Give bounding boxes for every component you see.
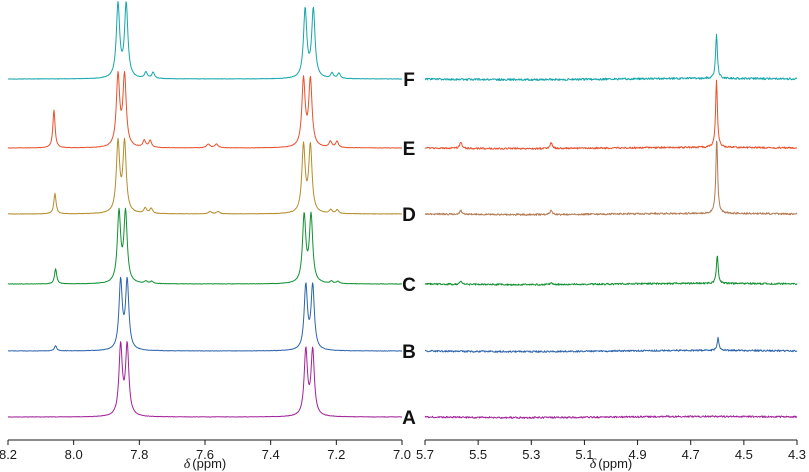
aromatic-tick-label: 8.0: [65, 447, 83, 462]
trace-label-a: A: [402, 408, 416, 429]
aromatic-tick-label: 8.2: [0, 447, 17, 462]
aromatic-trace-d: [7, 137, 403, 215]
aliphatic-tick-label: 4.5: [735, 447, 753, 462]
trace-label-b: B: [402, 342, 416, 363]
aliphatic-x-axis-title: δ (ppm): [590, 456, 632, 472]
aliphatic-trace-b: [424, 336, 798, 353]
aromatic-x-axis-title: δ (ppm): [184, 456, 226, 472]
aromatic-tick-label: 7.2: [327, 447, 345, 462]
aromatic-trace-a: [7, 341, 402, 418]
aliphatic-tick-label: 4.7: [682, 447, 700, 462]
trace-label-d: D: [402, 205, 416, 226]
aliphatic-trace-e: [424, 79, 798, 150]
aliphatic-trace-c: [424, 255, 798, 286]
trace-labels: F E D C B A: [402, 70, 416, 429]
aliphatic-trace-d: [424, 140, 798, 216]
aromatic-trace-f: [8, 0, 403, 80]
aliphatic-tick-label: 5.3: [522, 447, 540, 462]
aliphatic-trace-f: [425, 33, 798, 82]
aliphatic-tick-label: 4.9: [629, 447, 647, 462]
aromatic-trace-b: [7, 276, 403, 352]
aromatic-trace-e: [7, 71, 403, 149]
trace-label-e: E: [403, 139, 416, 160]
aliphatic-tick-label: 5.5: [469, 447, 487, 462]
aromatic-tick-label: 7.6: [196, 447, 214, 462]
aliphatic-tick-label: 5.7: [416, 447, 434, 462]
aliphatic-tick-label: 5.1: [575, 447, 593, 462]
aromatic-trace-c: [7, 207, 403, 285]
aliphatic-trace-a: [424, 415, 798, 419]
aliphatic-panel: 5.7 5.5 5.3 5.1 4.9 4.7 4.5 4.3 δ (ppm): [416, 33, 806, 472]
trace-label-f: F: [403, 70, 415, 91]
aliphatic-tick-label: 4.3: [788, 447, 806, 462]
trace-label-c: C: [402, 275, 416, 296]
aromatic-tick-label: 7.4: [262, 447, 280, 462]
aromatic-tick-label: 7.8: [130, 447, 148, 462]
aromatic-panel: 8.2 8.0 7.8 7.6 7.4 7.2 7.0 δ (ppm): [0, 0, 411, 472]
aromatic-tick-label: 7.0: [393, 447, 411, 462]
